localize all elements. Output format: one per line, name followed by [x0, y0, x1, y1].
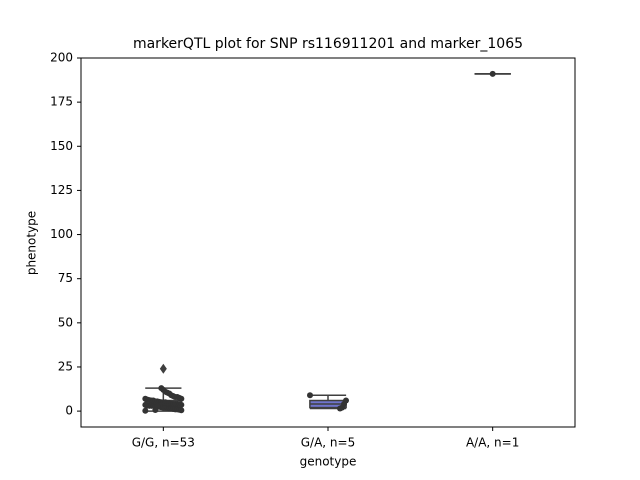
- strip-point: [489, 70, 496, 77]
- x-tick-label: A/A, n=1: [466, 436, 519, 450]
- y-tick-label: 150: [50, 139, 73, 153]
- y-tick-label: 25: [58, 359, 73, 373]
- y-tick-label: 125: [50, 183, 73, 197]
- y-tick-label: 200: [50, 51, 73, 65]
- strip-point: [142, 395, 149, 402]
- y-tick-label: 50: [58, 315, 73, 329]
- y-tick-label: 100: [50, 227, 73, 241]
- x-tick-label: G/A, n=5: [301, 436, 355, 450]
- strip-point: [158, 385, 165, 392]
- strip-point: [152, 407, 159, 414]
- strip-point: [142, 401, 149, 408]
- x-axis-label: genotype: [300, 455, 357, 469]
- plot-frame: [80, 57, 576, 428]
- outlier: [159, 363, 167, 374]
- strip-point: [142, 407, 149, 414]
- y-tick-label: 175: [50, 95, 73, 109]
- y-tick-label: 0: [65, 404, 73, 418]
- y-axis-label: phenotype: [25, 211, 39, 275]
- y-tick-label: 75: [58, 271, 73, 285]
- x-tick-label: G/G, n=53: [132, 436, 195, 450]
- strip-point: [307, 392, 313, 399]
- strip-point: [337, 405, 343, 412]
- chart-title: markerQTL plot for SNP rs116911201 and m…: [133, 36, 523, 52]
